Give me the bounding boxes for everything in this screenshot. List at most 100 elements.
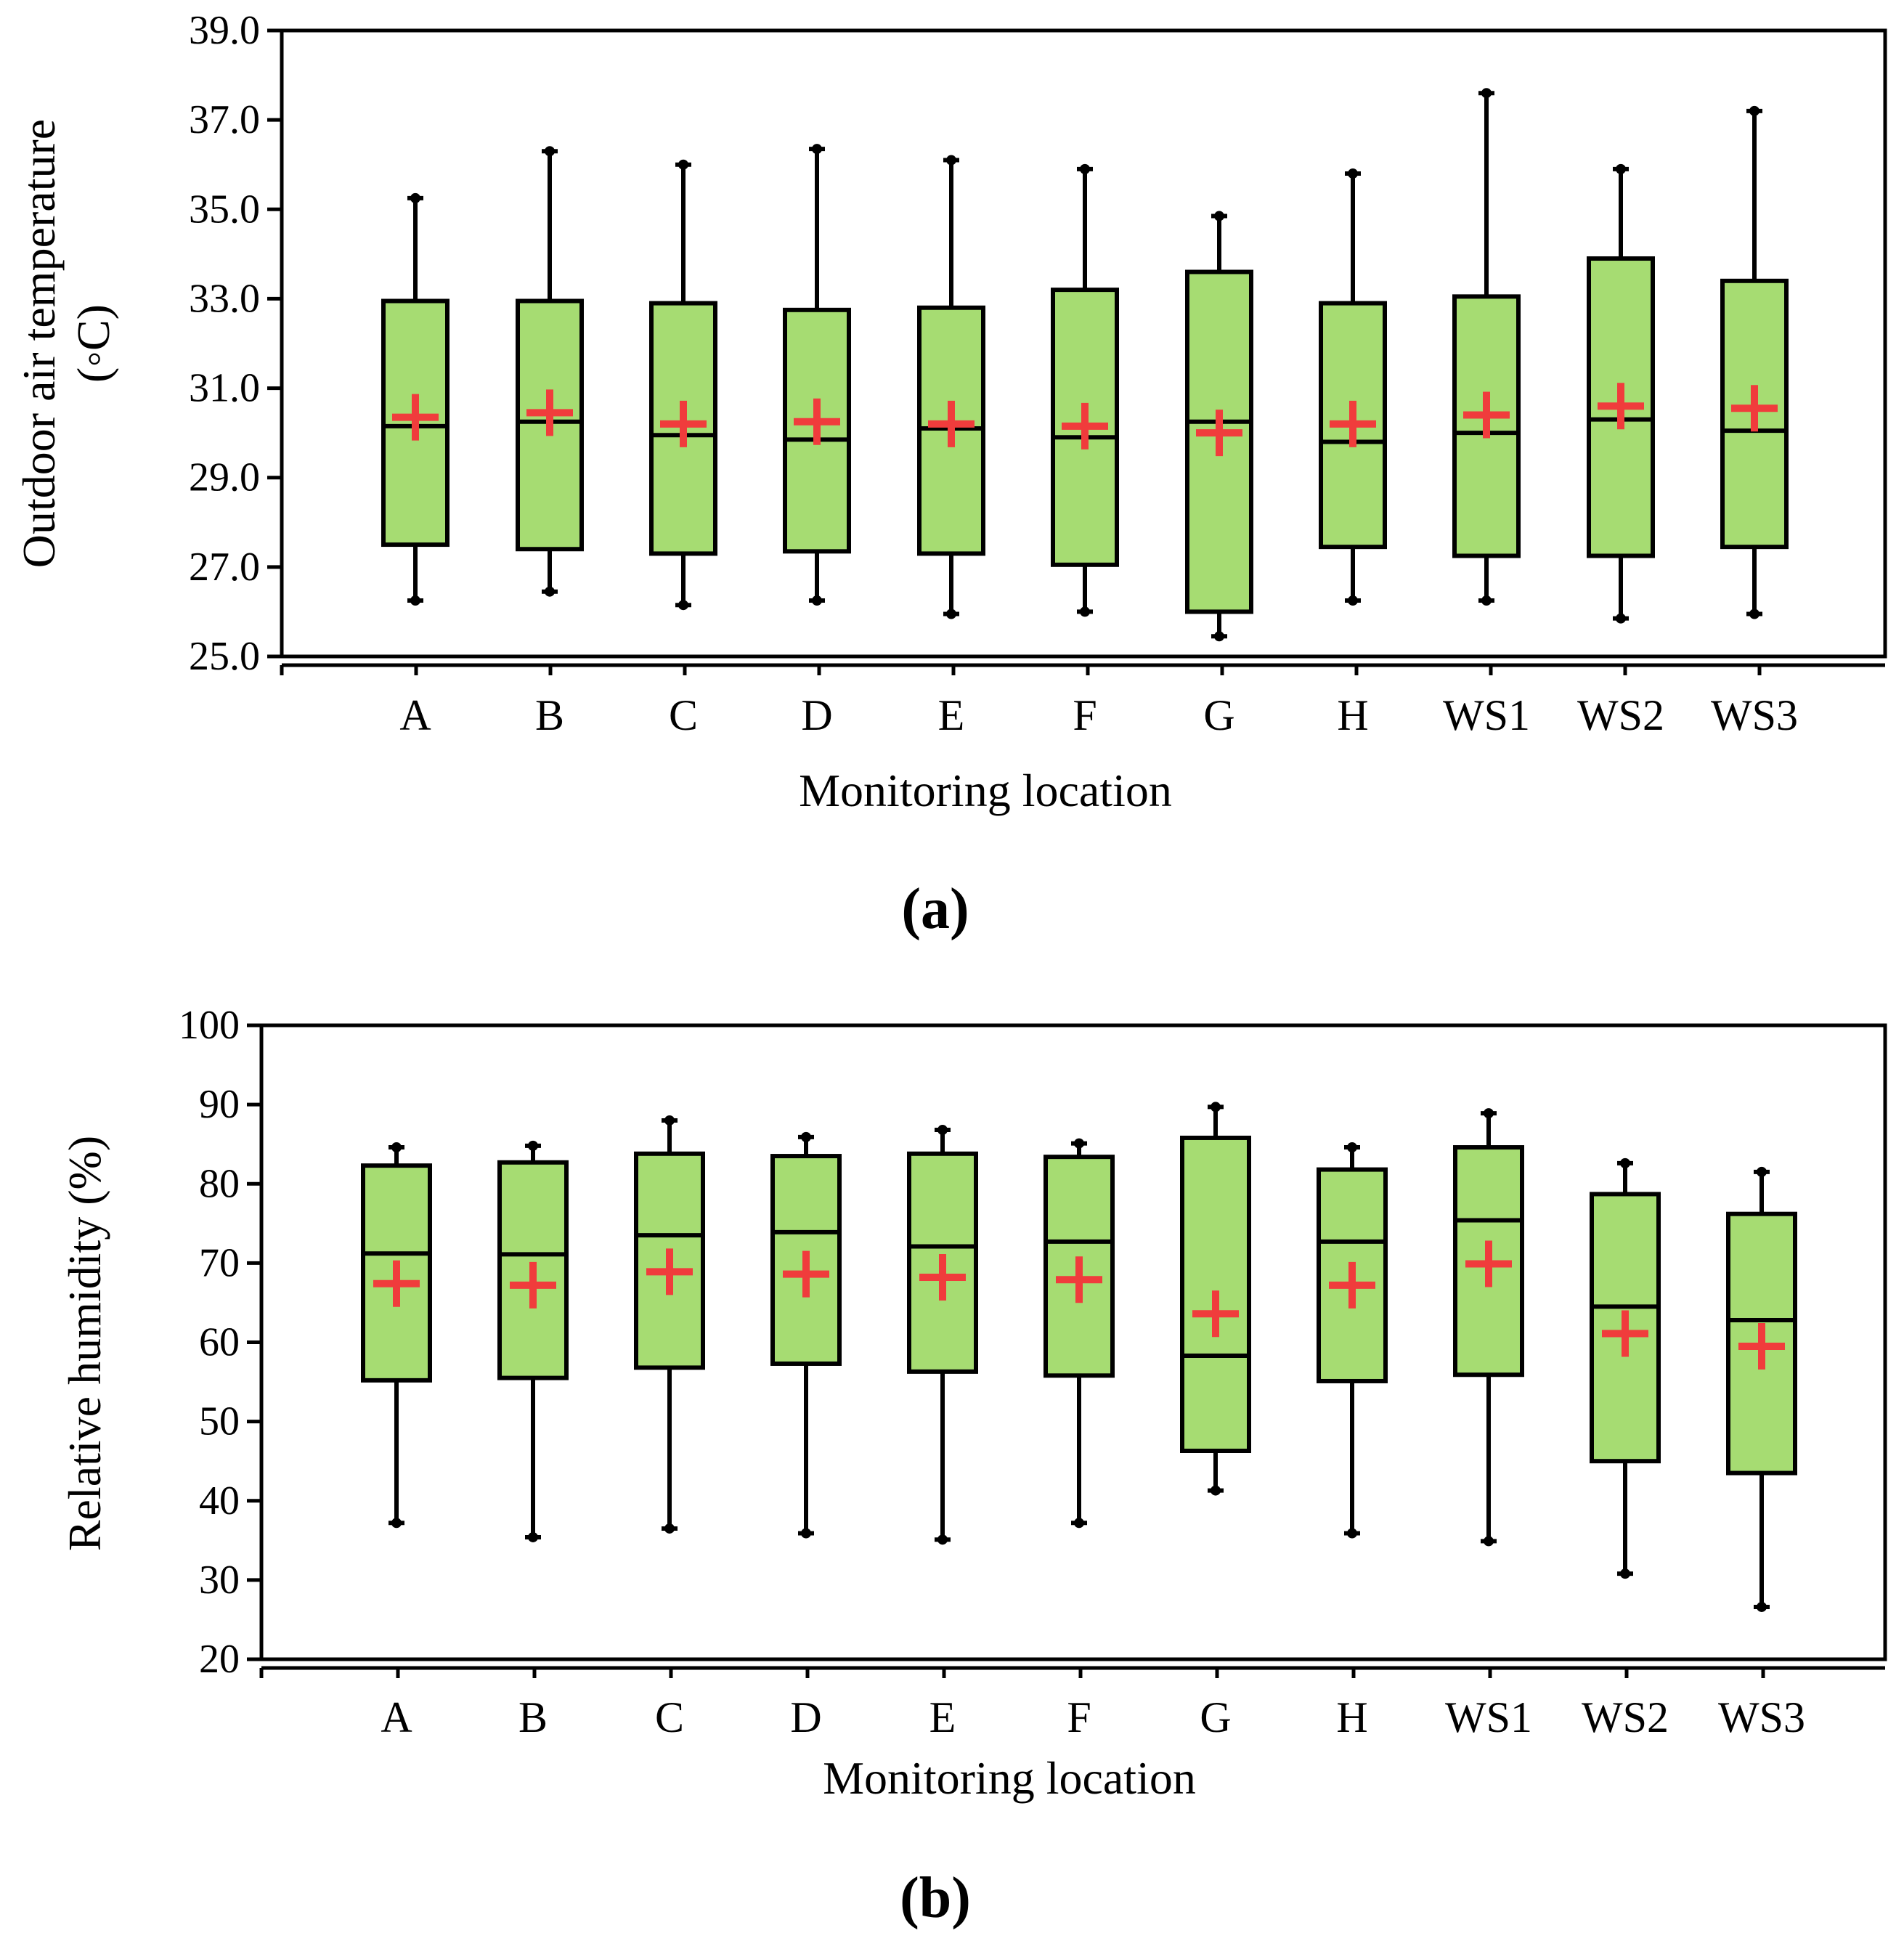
panel-b-boxes [361, 1102, 1797, 1612]
whisker-end-min [1211, 1485, 1221, 1496]
whisker-end-max [1348, 168, 1358, 179]
panel-b-category-label: B [518, 1693, 548, 1741]
whisker-end-max [1080, 163, 1090, 174]
whisker-end-min [1080, 606, 1090, 617]
whisker-end-min [937, 1534, 948, 1545]
panel-a-y-tick-label: 39.0 [189, 8, 260, 53]
whisker-end-max [545, 146, 555, 157]
whisker-end-max [1620, 1157, 1630, 1168]
panel-a-box-ws1 [1452, 88, 1521, 606]
panel-a-category-label: H [1337, 691, 1368, 739]
panel-b-box-b [497, 1140, 569, 1542]
whisker-end-min [946, 609, 956, 619]
whisker-end-max [410, 192, 420, 203]
panel-a-box-g [1185, 211, 1253, 642]
panel-b-category-label: F [1067, 1693, 1091, 1741]
panel-a-y-tick-label: 29.0 [189, 455, 260, 500]
panel-a-box-f [1051, 163, 1119, 617]
panel-b-box-ws2 [1590, 1157, 1661, 1579]
whisker-end-min [528, 1531, 538, 1542]
panel-b-y-tick-label: 80 [199, 1161, 240, 1206]
whisker-end-min [1620, 1568, 1630, 1579]
whisker-end-min [812, 595, 822, 606]
whisker-end-min [1616, 613, 1626, 624]
panel-b-category-label: WS3 [1718, 1693, 1805, 1741]
iqr-box [381, 298, 449, 548]
panel-a-box-ws2 [1587, 163, 1655, 624]
whisker-end-max [1211, 1102, 1221, 1112]
panel-b-category-label: E [929, 1693, 956, 1741]
panel-b-category-label: WS2 [1582, 1693, 1669, 1741]
whisker-end-max [678, 159, 688, 170]
panel-a-box-h [1319, 168, 1387, 606]
whisker-end-max [1749, 105, 1759, 116]
whisker-end-min [1214, 631, 1224, 642]
whisker-end-max [1074, 1138, 1084, 1149]
panel-b-y-tick-label: 30 [199, 1558, 240, 1603]
panel-a-box-a [381, 192, 449, 606]
whisker-end-min [1347, 1528, 1357, 1539]
panel-b-box-g [1180, 1102, 1251, 1496]
panel-a-x-axis-title: Monitoring location [799, 765, 1172, 816]
whisker-end-max [1484, 1108, 1494, 1119]
panel-b-y-tick-label: 60 [199, 1320, 240, 1365]
panel-b-box-ws1 [1453, 1108, 1524, 1547]
panel-a-category-label: F [1073, 691, 1097, 739]
whisker-end-max [528, 1140, 538, 1151]
panel-a-category-label: E [938, 691, 965, 739]
panel-a-category-label: B [535, 691, 564, 739]
whisker-end-min [801, 1528, 811, 1539]
panel-b-y-tick-label: 40 [199, 1478, 240, 1523]
whisker-end-max [812, 144, 822, 155]
panel-a-x-axis: A B C D E F G H WS1 WS2 WS3 [280, 663, 1885, 739]
panel-b-box-f [1043, 1138, 1115, 1529]
whisker-end-min [391, 1518, 402, 1529]
panel-a-category-label: WS1 [1443, 691, 1530, 739]
panel-a-category-label: G [1203, 691, 1234, 739]
panel-b-category-label: D [790, 1693, 821, 1741]
panel-b-category-label: C [655, 1693, 684, 1741]
panel-a-label: (a) [901, 877, 969, 941]
panel-b-box-c [634, 1115, 705, 1534]
panel-a-y-tick-label: 37.0 [189, 97, 260, 142]
panel-b-box-d [770, 1131, 842, 1539]
panel-a-temperature-chart: 25.0 27.0 29.0 31.0 33.0 35.0 37.0 39.0 A B C D E F G… [13, 8, 1887, 941]
panel-b-x-axis: A B C D E F G H WS1 WS2 WS3 [259, 1666, 1885, 1741]
panel-a-box-ws3 [1720, 105, 1789, 619]
whisker-end-max [946, 155, 956, 166]
whisker-end-min [545, 586, 555, 597]
panel-b-category-label: G [1200, 1693, 1231, 1741]
panel-a-box-d [783, 144, 851, 606]
panel-a-y-tick-label: 27.0 [189, 545, 260, 590]
panel-b-box-a [361, 1142, 432, 1529]
panel-a-plot-frame [280, 28, 1887, 659]
panel-a-boxes [381, 88, 1789, 642]
panel-b-box-h [1317, 1142, 1388, 1539]
panel-a-y-axis-unit: (◦C) [68, 304, 119, 383]
whisker-end-min [1348, 595, 1358, 606]
panel-a-y-tick-label: 31.0 [189, 366, 260, 411]
whisker-end-max [1347, 1142, 1357, 1153]
whisker-end-max [1214, 211, 1224, 221]
panel-b-category-label: H [1336, 1693, 1367, 1741]
panel-a-category-label: D [801, 691, 832, 739]
panel-b-y-axis: 20 30 40 50 60 70 80 90 100 [179, 1003, 261, 1682]
panel-a-category-label: A [399, 691, 431, 739]
panel-b-category-label: WS1 [1445, 1693, 1532, 1741]
panel-a-category-label: WS2 [1577, 691, 1664, 739]
whisker-end-max [1481, 88, 1492, 99]
panel-b-y-tick-label: 70 [199, 1240, 240, 1285]
panel-b-y-tick-label: 100 [179, 1003, 240, 1048]
whisker-end-max [1757, 1166, 1767, 1177]
whisker-end-min [1481, 595, 1492, 606]
whisker-end-min [410, 595, 420, 606]
panel-a-y-tick-label: 33.0 [189, 276, 260, 321]
panel-a-y-axis-title: Outdoor air temperature [13, 119, 65, 568]
panel-b-x-axis-title: Monitoring location [823, 1752, 1196, 1804]
whisker-end-min [1074, 1518, 1084, 1529]
whisker-end-min [678, 600, 688, 611]
whisker-end-max [937, 1125, 948, 1136]
whisker-end-max [664, 1115, 675, 1126]
panel-b-box-e [907, 1125, 978, 1545]
